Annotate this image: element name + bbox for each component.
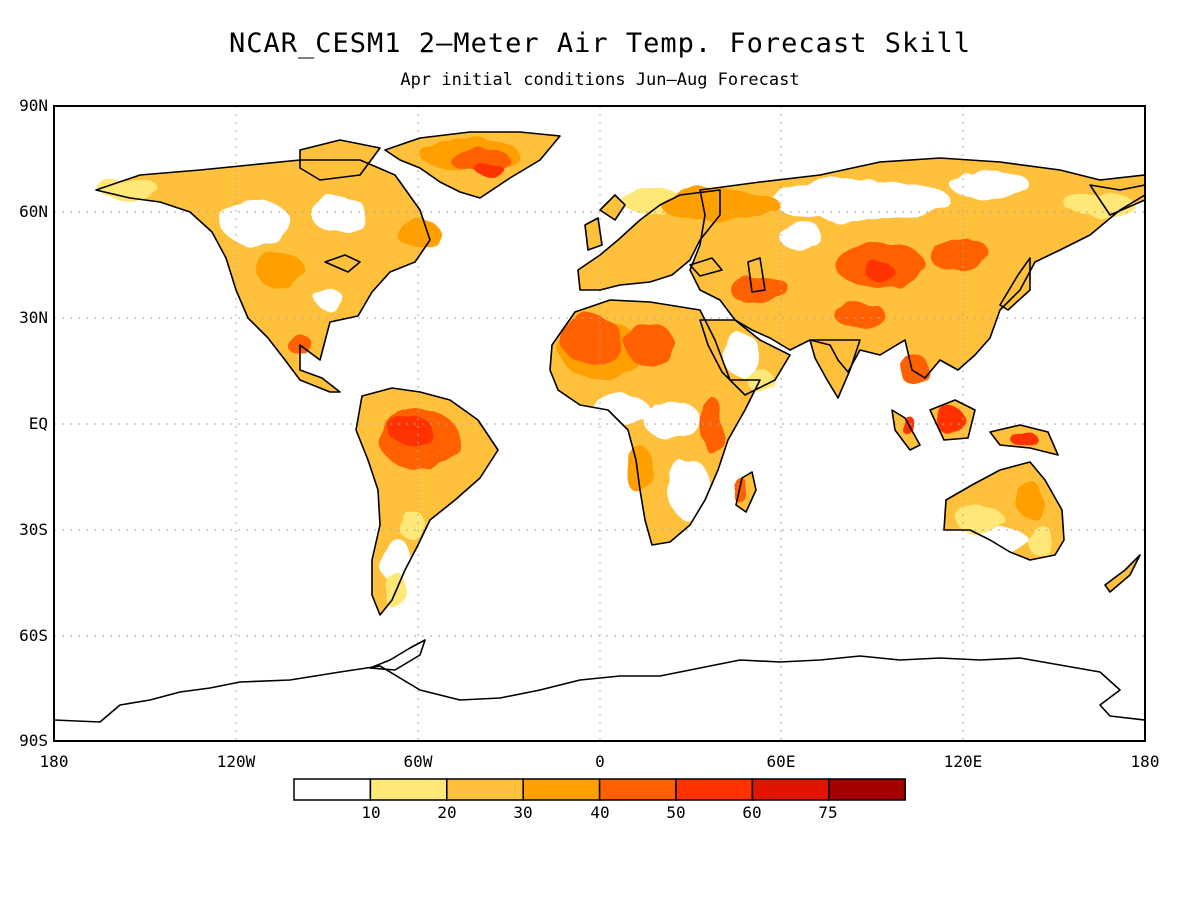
lon-label-180w: 180 [39,752,69,771]
colorbar-label-20: 20 [437,803,457,822]
colorbar-swatch-5 [675,778,754,801]
lat-label-90s: 90S [19,731,48,750]
colorbar [293,778,906,801]
lon-label-120e: 120E [943,752,983,771]
colorbar-swatch-3 [522,778,601,801]
colorbar-label-30: 30 [513,803,533,822]
colorbar-swatch-4 [598,778,677,801]
map-title: NCAR_CESM1 2–Meter Air Temp. Forecast Sk… [229,28,971,59]
lat-label-eq: EQ [28,414,48,433]
lon-label-60w: 60W [403,752,433,771]
lon-label-0: 0 [595,752,605,771]
lat-label-30s: 30S [19,520,48,539]
colorbar-swatch-0 [293,778,372,801]
colorbar-label-60: 60 [742,803,762,822]
graticule [54,106,1145,741]
lat-label-60n: 60N [19,202,48,221]
colorbar-label-40: 40 [590,803,610,822]
lon-label-60e: 60E [766,752,796,771]
colorbar-swatch-7 [828,778,906,801]
coastlines [54,131,1145,723]
colorbar-swatch-6 [751,778,830,801]
colorbar-swatch-2 [446,778,524,801]
map-subtitle: Apr initial conditions Jun–Aug Forecast [400,70,800,90]
map-frame [53,105,1146,742]
colorbar-label-50: 50 [666,803,686,822]
colorbar-label-10: 10 [361,803,381,822]
lat-label-30n: 30N [19,308,48,327]
lon-label-120w: 120W [216,752,256,771]
lat-label-60s: 60S [19,626,48,645]
lon-label-180e: 180 [1130,752,1160,771]
lat-label-90n: 90N [19,96,48,115]
colorbar-swatch-1 [369,778,448,801]
colorbar-label-75: 75 [818,803,838,822]
